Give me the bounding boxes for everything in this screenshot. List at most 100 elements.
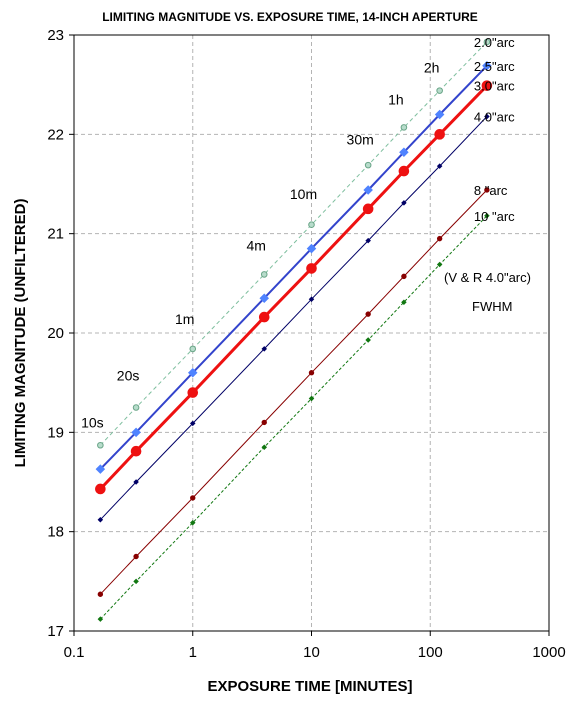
time-annotation: 1h — [388, 92, 404, 108]
chart-title: LIMITING MAGNITUDE VS. EXPOSURE TIME, 14… — [102, 10, 478, 24]
data-point — [365, 237, 371, 244]
data-point — [189, 519, 196, 526]
data-point — [436, 235, 443, 242]
time-annotation: 4m — [247, 238, 266, 254]
data-point — [95, 464, 106, 474]
series-4 — [97, 113, 490, 523]
data-point — [190, 495, 196, 501]
series-label: 10 "arc — [474, 209, 515, 224]
series-line — [99, 65, 488, 470]
series-line — [100, 189, 488, 595]
series-line — [100, 41, 488, 446]
data-point — [187, 367, 198, 378]
data-point — [306, 263, 317, 274]
data-point — [481, 80, 493, 91]
series-line — [99, 84, 488, 491]
data-point — [364, 161, 372, 169]
series-label: 2.5"arc — [474, 59, 515, 74]
y-tick-label: 17 — [47, 623, 64, 640]
x-tick-label: 0.1 — [64, 644, 85, 661]
series-3 — [95, 80, 493, 495]
y-tick-label: 19 — [47, 424, 64, 441]
data-point — [483, 38, 491, 46]
axis-ticks: 0.1 1 10 100 1000 17 18 19 20 21 22 23 — [47, 27, 565, 661]
data-point — [362, 203, 374, 215]
data-point — [132, 404, 140, 411]
data-point — [308, 221, 315, 229]
y-tick-label: 18 — [47, 524, 64, 541]
data-point — [133, 479, 139, 485]
data-point — [308, 370, 315, 376]
note-fwhm: FWHM — [472, 299, 512, 314]
data-point — [259, 293, 270, 303]
series-label: 8 "arc — [474, 183, 508, 198]
data-point — [399, 147, 409, 157]
time-annotation: 1m — [175, 311, 194, 327]
data-point — [484, 213, 490, 219]
data-point — [436, 163, 443, 169]
data-point — [97, 591, 104, 597]
data-point — [187, 387, 199, 398]
data-point — [189, 345, 197, 353]
annotation-layer: 10s 20s 1m 4m 10m 30m 1h 2h — [81, 60, 439, 431]
data-point — [97, 616, 104, 622]
series-5 — [97, 187, 490, 597]
series-1 — [97, 38, 491, 449]
data-point — [97, 516, 104, 523]
y-axis-title: LIMITING MAGNITUDE (UNFILTERED) — [12, 199, 29, 468]
data-point — [365, 337, 371, 343]
x-tick-label: 1 — [189, 644, 197, 661]
series-line — [100, 215, 488, 620]
data-point — [401, 200, 407, 206]
data-point — [400, 124, 408, 131]
data-point — [95, 483, 106, 495]
data-point — [130, 445, 142, 457]
time-annotation: 10m — [290, 186, 317, 202]
note-v-r: (V & R 4.0"arc) — [444, 270, 531, 285]
time-annotation: 2h — [424, 60, 440, 76]
series-label: 2.0"arc — [474, 35, 515, 50]
x-tick-label: 1000 — [532, 644, 565, 661]
series-label: 4.0"arc — [474, 109, 515, 124]
series-line — [100, 116, 488, 521]
data-point — [436, 261, 443, 268]
series-2 — [95, 61, 492, 474]
data-point — [261, 346, 268, 352]
x-tick-label: 10 — [303, 644, 320, 661]
y-tick-label: 20 — [47, 325, 64, 342]
data-point — [260, 271, 268, 278]
data-point — [131, 427, 141, 438]
data-point — [401, 299, 407, 305]
data-point — [261, 444, 268, 450]
data-point — [401, 273, 407, 280]
y-tick-label: 23 — [47, 27, 64, 44]
data-point — [482, 61, 492, 71]
data-point — [434, 129, 445, 140]
data-point — [398, 165, 410, 177]
data-point — [308, 395, 315, 402]
y-tick-label: 22 — [47, 126, 64, 143]
data-point — [363, 185, 373, 195]
series-label: 3.0"arc — [474, 79, 515, 94]
series-layer — [95, 38, 493, 622]
data-point — [133, 578, 139, 585]
data-point — [261, 419, 267, 426]
y-tick-label: 21 — [47, 226, 64, 243]
data-point — [484, 113, 490, 120]
data-point — [306, 243, 317, 254]
series-6 — [97, 213, 490, 622]
time-annotation: 10s — [81, 414, 104, 430]
data-point — [97, 441, 104, 449]
data-point — [258, 311, 270, 323]
data-point — [189, 420, 196, 427]
data-point — [133, 553, 139, 560]
data-point — [434, 109, 445, 120]
x-tick-label: 100 — [418, 644, 443, 661]
time-annotation: 30m — [347, 131, 374, 147]
x-axis-title: EXPOSURE TIME [MINUTES] — [207, 678, 412, 695]
data-point — [436, 87, 443, 94]
data-point — [308, 296, 315, 302]
data-point — [365, 311, 371, 317]
time-annotation: 20s — [117, 368, 140, 384]
